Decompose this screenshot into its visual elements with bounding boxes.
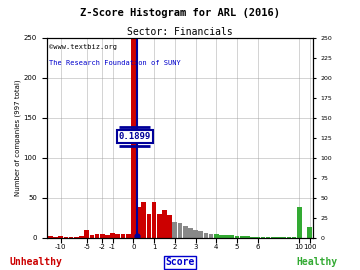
Text: Healthy: Healthy xyxy=(296,257,337,267)
Bar xyxy=(183,226,188,238)
Bar xyxy=(105,235,110,238)
Text: ©www.textbiz.org: ©www.textbiz.org xyxy=(49,44,117,50)
Bar xyxy=(188,228,193,238)
Bar xyxy=(214,234,219,238)
Bar xyxy=(100,234,105,238)
Bar xyxy=(58,236,63,238)
Bar xyxy=(79,236,84,238)
Bar xyxy=(261,237,265,238)
Text: Z-Score Histogram for ARL (2016): Z-Score Histogram for ARL (2016) xyxy=(80,8,280,18)
Bar xyxy=(48,236,53,238)
Bar xyxy=(95,234,99,238)
Bar xyxy=(74,237,79,238)
Bar xyxy=(126,234,131,238)
Bar xyxy=(219,235,224,238)
Bar xyxy=(287,237,291,238)
Text: The Research Foundation of SUNY: The Research Foundation of SUNY xyxy=(49,60,181,66)
Bar xyxy=(110,233,115,238)
Bar xyxy=(271,237,276,238)
Bar xyxy=(162,210,167,238)
Bar xyxy=(136,207,141,238)
Bar xyxy=(172,222,177,238)
Bar xyxy=(307,227,312,238)
Text: Sector: Financials: Sector: Financials xyxy=(127,27,233,37)
Bar xyxy=(297,207,302,238)
Bar xyxy=(167,215,172,238)
Bar xyxy=(209,234,213,238)
Bar xyxy=(250,237,255,238)
Bar xyxy=(64,237,68,238)
Text: 0.1899: 0.1899 xyxy=(118,132,151,141)
Bar xyxy=(90,235,94,238)
Bar xyxy=(229,235,234,238)
Bar xyxy=(116,234,120,238)
Bar xyxy=(69,237,73,238)
Bar xyxy=(178,223,182,238)
Bar xyxy=(198,231,203,238)
Text: Unhealthy: Unhealthy xyxy=(10,257,62,267)
Bar xyxy=(131,38,136,238)
Bar xyxy=(84,230,89,238)
Bar xyxy=(152,202,156,238)
Bar xyxy=(292,237,296,238)
Bar xyxy=(276,237,281,238)
Bar xyxy=(204,233,208,238)
Bar xyxy=(255,237,260,238)
Bar xyxy=(53,237,58,238)
Bar xyxy=(147,214,151,238)
Bar xyxy=(235,236,239,238)
Bar xyxy=(157,214,162,238)
Y-axis label: Number of companies (997 total): Number of companies (997 total) xyxy=(14,79,21,196)
Bar xyxy=(281,237,286,238)
Bar xyxy=(266,237,270,238)
Text: Score: Score xyxy=(165,257,195,267)
Bar xyxy=(141,202,146,238)
Bar xyxy=(224,235,229,238)
Bar xyxy=(245,236,250,238)
Bar xyxy=(193,230,198,238)
Bar xyxy=(240,236,244,238)
Bar xyxy=(121,234,125,238)
